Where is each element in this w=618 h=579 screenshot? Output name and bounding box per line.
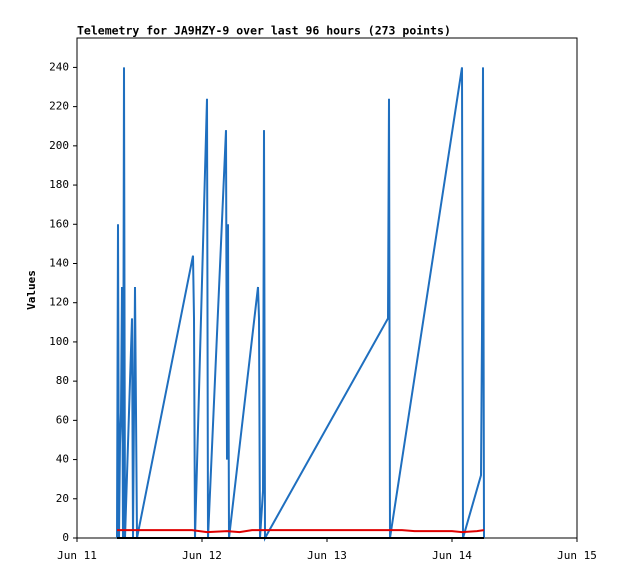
x-tick-label: Jun 11	[57, 549, 97, 562]
y-tick-label: 60	[56, 413, 69, 426]
y-tick-label: 80	[56, 374, 69, 387]
y-tick-label: 160	[49, 217, 69, 230]
y-tick-label: 220	[49, 100, 69, 113]
y-tick-label: 200	[49, 139, 69, 152]
y-tick-label: 20	[56, 492, 69, 505]
series-line	[117, 529, 485, 534]
x-tick-label: Jun 15	[557, 549, 597, 562]
y-tick-label: 240	[49, 60, 69, 73]
plot-frame	[76, 37, 578, 539]
x-tick-label: Jun 13	[307, 549, 347, 562]
y-tick-label: 140	[49, 256, 69, 269]
y-tick-label: 0	[62, 531, 69, 544]
x-tick-label: Jun 12	[182, 549, 222, 562]
chart-title: Telemetry for JA9HZY-9 over last 96 hour…	[77, 24, 451, 38]
y-tick-label: 40	[56, 453, 69, 466]
y-tick-label: 100	[49, 335, 69, 348]
y-tick-label: 120	[49, 296, 69, 309]
y-axis-label: Values	[25, 270, 38, 310]
y-tick-label: 180	[49, 178, 69, 191]
x-tick-label: Jun 14	[432, 549, 472, 562]
